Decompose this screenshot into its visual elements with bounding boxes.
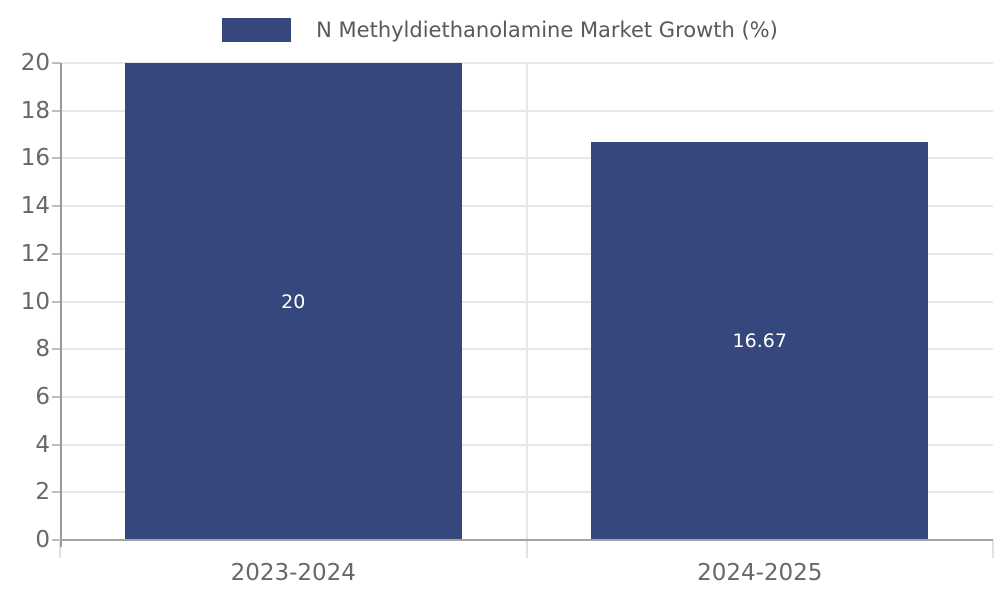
- y-tick-label: 6: [35, 383, 50, 410]
- y-tick-mark: [52, 300, 60, 303]
- bar-value-label: 20: [281, 290, 306, 313]
- y-tick-label: 12: [20, 240, 50, 267]
- y-tick-mark: [52, 252, 60, 255]
- y-tick-mark: [52, 109, 60, 112]
- y-tick-label: 18: [20, 97, 50, 124]
- y-tick-label: 16: [20, 145, 50, 172]
- x-tick-label: 2024-2025: [697, 560, 823, 586]
- chart-legend: N Methyldiethanolamine Market Growth (%): [0, 16, 1000, 44]
- y-tick-mark: [52, 395, 60, 398]
- y-tick-label: 4: [35, 431, 50, 458]
- x-tick-mark: [992, 540, 994, 558]
- v-gridline: [525, 63, 528, 540]
- y-tick-mark: [52, 443, 60, 446]
- x-axis-spine: [60, 539, 993, 541]
- x-tick-mark: [525, 540, 528, 558]
- y-tick-mark: [52, 62, 60, 64]
- x-tick-label: 2023-2024: [230, 560, 356, 586]
- y-tick-mark: [52, 539, 60, 541]
- y-axis-spine: [60, 63, 62, 547]
- y-tick-mark: [52, 157, 60, 160]
- bar-value-label: 16.67: [732, 330, 787, 353]
- y-tick-mark: [52, 205, 60, 208]
- x-tick-mark: [59, 540, 61, 558]
- legend-swatch: [222, 18, 292, 42]
- y-tick-label: 10: [20, 288, 50, 315]
- legend-label: N Methyldiethanolamine Market Growth (%): [316, 18, 778, 42]
- y-tick-label: 14: [20, 193, 50, 220]
- y-tick-mark: [52, 491, 60, 494]
- bar: [124, 63, 462, 540]
- y-tick-label: 8: [35, 336, 50, 363]
- y-tick-label: 20: [20, 50, 50, 76]
- y-tick-label: 0: [35, 527, 50, 553]
- plot-area: 20 16.67: [60, 62, 993, 541]
- y-tick-mark: [52, 348, 60, 351]
- y-tick-label: 2: [35, 479, 50, 506]
- bar: [591, 142, 929, 540]
